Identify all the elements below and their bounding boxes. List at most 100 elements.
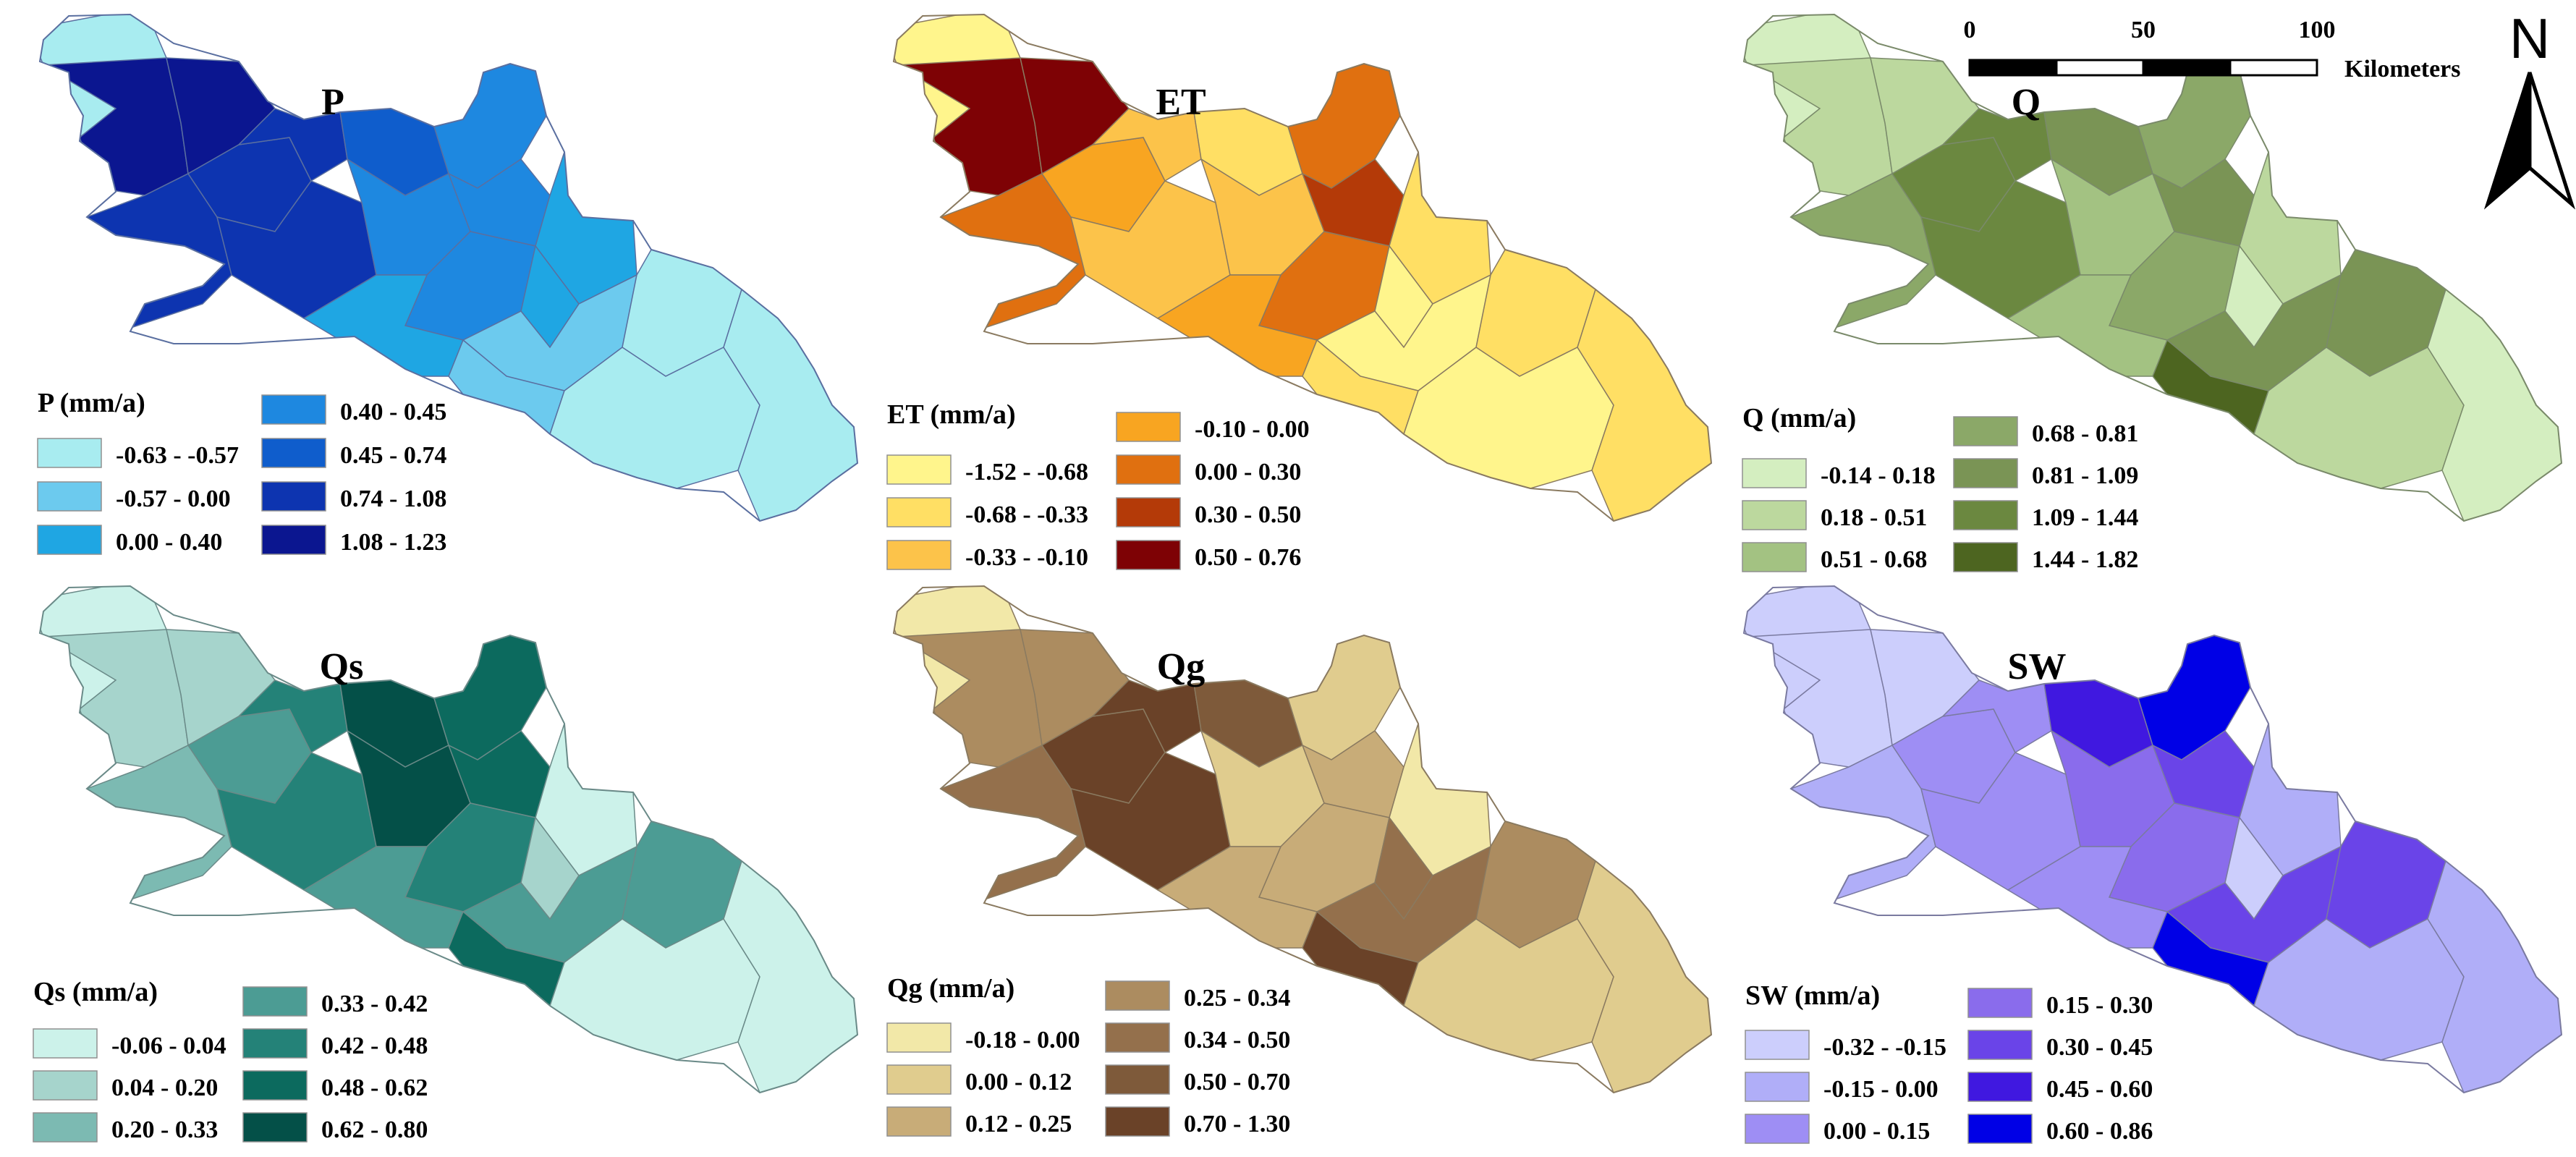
legend-label: 0.30 - 0.45 [2046,1034,2153,1061]
north-arrow: N [2483,7,2576,210]
legend-label: 0.50 - 0.70 [1184,1069,1290,1095]
legend-label: -0.10 - 0.00 [1195,416,1310,443]
legend-label: 0.51 - 0.68 [1821,546,1927,573]
sub-basin-group [40,586,857,1093]
scale-bar: 0 50 100 Kilometers [1964,17,2461,82]
north-arrow-icon [2483,72,2576,210]
legend-swatch [1967,1030,2033,1060]
legend-swatch [242,1112,308,1143]
legend-swatch [886,1064,952,1095]
legend-swatch [1745,1114,1810,1144]
legend-swatch [1967,1114,2033,1144]
legend-label: 0.12 - 0.25 [965,1111,1072,1137]
legend-swatch [261,438,326,468]
legend-swatch [1116,454,1181,485]
scale-segment [2142,59,2232,77]
legend-swatch [33,1070,98,1101]
legend-title: SW (mm/a) [1745,980,1880,1011]
legend-swatch [1742,458,1807,488]
map-panel-sw [1743,585,2562,1093]
legend-swatch [1745,1072,1810,1102]
sub-basin [1745,629,1893,768]
sub-basin-group [1744,14,2562,521]
legend-swatch [1116,497,1181,527]
sub-basin [41,57,189,196]
legend-et: ET (mm/a) -1.52 - -0.68 -0.68 - -0.33 -0.3… [886,399,1310,571]
legend-swatch [1742,500,1807,530]
legend-label: -0.33 - -0.10 [965,544,1088,571]
scale-tick-label: 0 [1964,17,1976,43]
panel-title: Q [2012,82,2041,123]
legend-label: -0.57 - 0.00 [116,486,231,512]
legend-swatch [1116,412,1181,442]
legend-title: ET (mm/a) [887,399,1016,430]
legend-swatch [261,481,326,512]
map-panel-p [39,14,858,522]
panel-title: ET [1156,82,1206,123]
legend-items: -0.63 - -0.57 -0.57 - 0.00 0.00 - 0.40 0.40… [37,394,446,556]
legend-label: 0.68 - 0.81 [2032,420,2138,447]
sub-basin-group [1744,586,2562,1093]
legend-items: -0.18 - 0.00 0.00 - 0.12 0.12 - 0.25 0.25 -… [886,980,1290,1137]
legend-swatch [886,540,952,570]
sub-basin-group [40,14,857,521]
legend-swatch [886,497,952,527]
legend-label: 0.81 - 1.09 [2032,462,2138,489]
legend-label: 0.30 - 0.50 [1195,501,1301,528]
legend-swatch [242,1070,308,1101]
legend-label: 0.62 - 0.80 [321,1116,428,1143]
legend-label: -0.63 - -0.57 [116,442,239,469]
legend-label: 0.40 - 0.45 [340,399,446,425]
legend-swatch [1967,1072,2033,1102]
legend-swatch [261,394,326,425]
panel-map [39,14,858,522]
sub-basin [41,629,189,768]
legend-label: -0.68 - -0.33 [965,501,1088,528]
scale-segment [2229,59,2318,77]
legend-items: -1.52 - -0.68 -0.68 - -0.33 -0.33 - -0.10 -… [886,412,1310,571]
legend-label: 0.45 - 0.60 [2046,1076,2153,1103]
legend-items: -0.06 - 0.04 0.04 - 0.20 0.20 - 0.33 0.33 -… [33,986,428,1143]
panel-map [1743,14,2562,522]
legend-label: 0.00 - 0.12 [965,1069,1072,1095]
legend-sw: SW (mm/a) -0.32 - -0.15 -0.15 - 0.00 0.00 … [1745,980,2153,1145]
legend-qs: Qs (mm/a) -0.06 - 0.04 0.04 - 0.20 0.20 - … [33,977,428,1143]
legend-label: -0.14 - 0.18 [1821,462,1936,489]
legend-label: -0.15 - 0.00 [1823,1076,1939,1103]
legend-title: Qg (mm/a) [887,973,1014,1004]
scale-tick-label: 50 [2131,17,2156,43]
legend-swatch [1953,542,2018,572]
map-panel-q [1743,14,2562,522]
legend-swatch [37,438,102,468]
legend-swatch [33,1028,98,1059]
legend-label: 1.08 - 1.23 [340,529,446,556]
legend-label: 0.70 - 1.30 [1184,1111,1290,1137]
legend-label: 0.34 - 0.50 [1184,1027,1290,1054]
legend-label: 0.42 - 0.48 [321,1033,428,1059]
legend-label: 1.09 - 1.44 [2032,504,2138,531]
legend-swatch [37,525,102,555]
panel-map [1743,585,2562,1093]
legend-label: 0.00 - 0.30 [1195,459,1301,486]
legend-label: -1.52 - -0.68 [965,459,1088,486]
legend-swatch [33,1112,98,1143]
panel-map [893,585,1712,1093]
panel-map [893,14,1712,522]
legend-swatch [886,454,952,485]
legend-swatch [1953,416,2018,446]
legend-swatch [886,1106,952,1137]
panel-map [39,585,858,1093]
legend-swatch [1967,988,2033,1018]
legend-label: 0.15 - 0.30 [2046,992,2153,1019]
legend-title: Q (mm/a) [1742,403,1856,433]
legend-title: P (mm/a) [38,388,145,418]
legend-label: 0.48 - 0.62 [321,1075,428,1101]
legend-label: 0.33 - 0.42 [321,991,428,1017]
legend-qg: Qg (mm/a) -0.18 - 0.00 0.00 - 0.12 0.12 - … [886,973,1290,1137]
sub-basin [895,629,1043,768]
scale-tick-label: 100 [2299,17,2336,43]
sub-basin-group [894,14,1711,521]
scale-segment [1968,59,2058,77]
sub-basin [1745,57,1893,196]
legend-swatch [1953,500,2018,530]
